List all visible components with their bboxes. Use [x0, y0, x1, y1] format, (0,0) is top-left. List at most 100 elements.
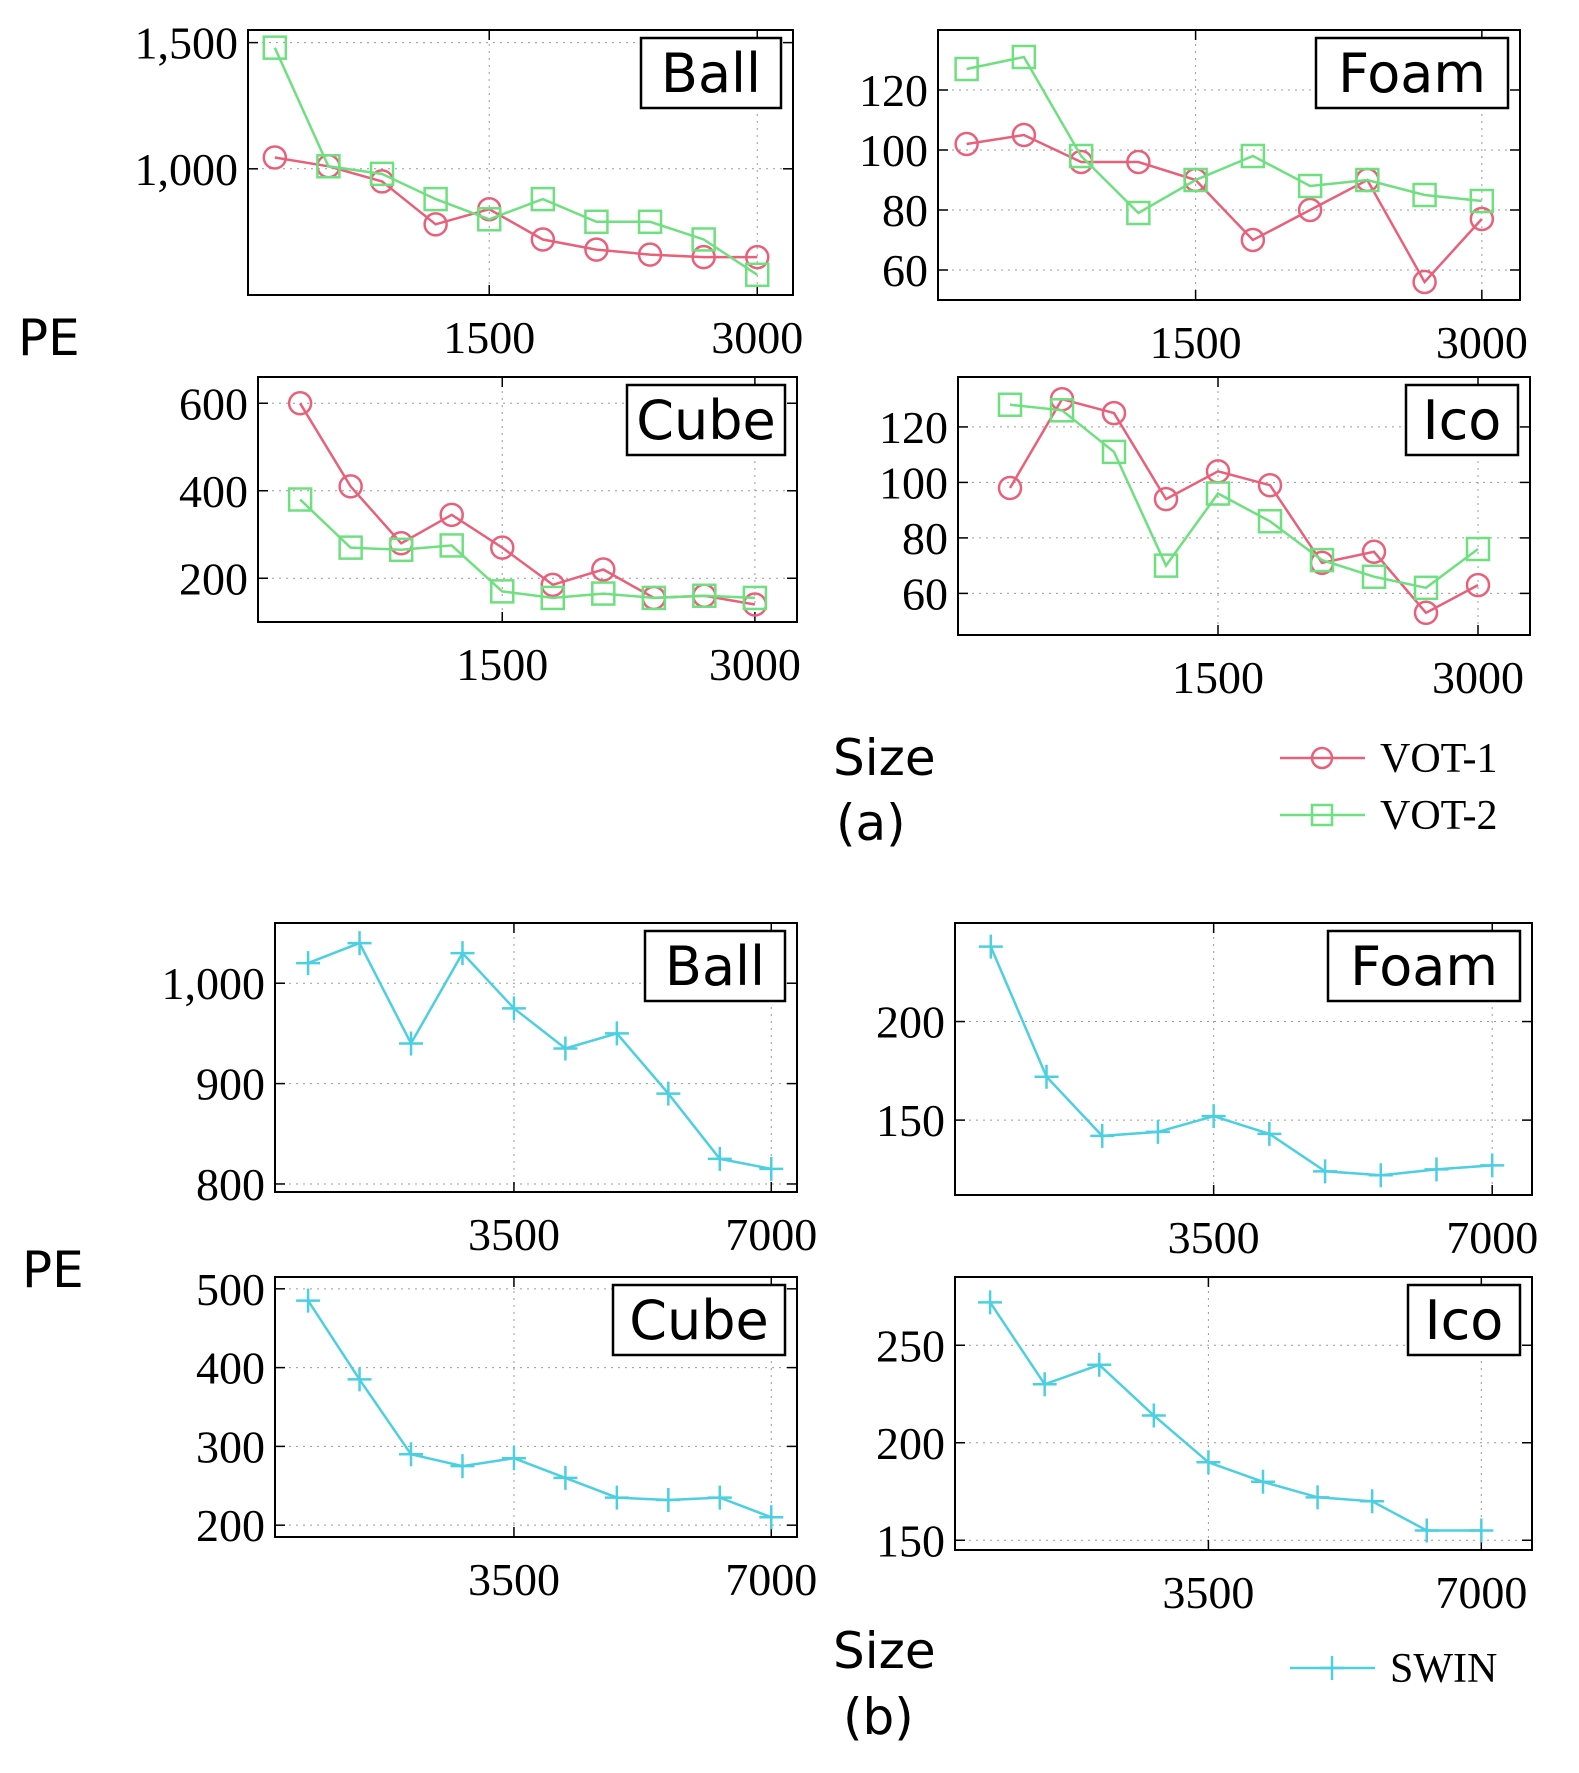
panel-a-ball-title-box [639, 36, 783, 110]
panel-a-cube-series-vot-1-point-1 [338, 474, 363, 499]
panel-a-ico-ytick-label-0: 60 [902, 568, 948, 619]
panel-b-ico-series-swin-point-1 [1032, 1372, 1057, 1397]
panel-a-cube-xtick-label-1: 3000 [709, 639, 801, 690]
panel-b-foam-axes-frame [954, 922, 1533, 1196]
panel-b-ico-series-swin-point-8 [1414, 1518, 1439, 1543]
panel-a-ball-xtick-label-1: 3000 [711, 312, 803, 363]
panel-a-ico-series-vot-2-line [1009, 403, 1479, 590]
panel-a-foam-series-vot-2-point-8 [1412, 182, 1437, 208]
panel-a-foam-series-vot-1-point-0 [954, 131, 979, 157]
panel-b-foam-series-swin-point-4 [1201, 1104, 1226, 1129]
panel-b-ball-xtick-label-1: 7000 [725, 1209, 817, 1260]
panel-a-ball-xtick-label-0: 1500 [443, 312, 535, 363]
y-axis-label-a: PE [18, 309, 80, 367]
panel-a-ico-series-vot-2-point-5 [1257, 509, 1283, 534]
panel-a-ico-axes-frame [957, 376, 1531, 636]
panel-a-foam-series-vot-2-point-7 [1355, 167, 1380, 193]
panel-a-cube-series-vot-2-line [299, 498, 755, 600]
panel-a-ico-series-vot-1-point-9 [1465, 572, 1491, 598]
panel-a-ico-series-vot-1-point-5 [1257, 472, 1283, 498]
panel-b-cube-series-swin-point-5 [553, 1465, 578, 1490]
panel-a-ball-series-vot-1-point-0 [262, 145, 288, 170]
panel-b-cube-series-swin-point-1 [347, 1367, 372, 1392]
panel-a-ball-ytick-label-1: 1,500 [135, 18, 239, 69]
panel-a-cube-series-vot-2-point-2 [388, 537, 414, 563]
panel-a-ico-series-vot-1-point-0 [997, 475, 1023, 501]
panel-a-foam-ytick-label-1: 80 [882, 185, 928, 236]
panel-a-foam-series-vot-2-point-5 [1240, 143, 1266, 169]
panel-b-ico-series-swin-point-9 [1469, 1518, 1494, 1543]
panel-b-ico-axes-frame [954, 1276, 1533, 1551]
panel-b-ico-series-swin-line [989, 1301, 1482, 1532]
panel-a-foam-xtick-label-1: 3000 [1436, 317, 1528, 368]
panel-a-cube-series-vot-1-point-6 [591, 557, 616, 582]
panel-b-cube-series-swin-point-6 [604, 1485, 629, 1510]
panel-a-foam-series-vot-1-point-1 [1011, 122, 1037, 148]
panel-a-ico-series-vot-2-point-6 [1309, 547, 1335, 573]
panel-a-cube-series-vot-2-point-5 [540, 585, 566, 611]
panel-a-ball: 1500 3000 1,000 1,500 Ball [135, 18, 804, 363]
panel-a-ico-ytick-label-3: 120 [879, 402, 948, 453]
y-axis-label-b: PE [22, 1241, 84, 1299]
panel-b-ico-xtick-label-1: 7000 [1435, 1567, 1527, 1618]
panel-a-foam-ytick-label-3: 120 [859, 65, 928, 116]
panel-b-ico-series-swin-point-7 [1360, 1489, 1385, 1514]
panel-a-foam: 1500 3000 60 80 100 120 Foam [859, 29, 1528, 368]
panel-b-ico-ytick-label-1: 200 [876, 1418, 945, 1469]
panel-b-foam-title-box [1326, 929, 1522, 1003]
x-axis-label-b: Size [833, 1622, 936, 1680]
panel-a-ico-series-vot-1-point-3 [1153, 486, 1179, 512]
panel-b-cube-xtick-label-1: 7000 [725, 1554, 817, 1605]
panel-b-foam-series-swin-point-7 [1368, 1163, 1393, 1188]
panel-b-cube-series-swin-point-0 [296, 1288, 321, 1313]
panel-a-cube-series-vot-2-point-1 [338, 535, 363, 560]
panel-a-cube-ytick-label-2: 600 [179, 378, 248, 429]
panel-b-ball-title-box [643, 929, 787, 1003]
panel-a-ball-series-vot-2-point-3 [423, 186, 448, 212]
legend-label-vot2: VOT-2 [1380, 793, 1497, 839]
panel-b-ball-series-swin-point-7 [656, 1081, 681, 1106]
legend-label-vot1: VOT-1 [1380, 736, 1497, 782]
panel-a-cube-axes-frame [257, 376, 798, 623]
panel-b-foam-series-swin-line [989, 946, 1493, 1177]
panel-b-ico-xtick-label-0: 3500 [1162, 1567, 1254, 1618]
x-axis-label-a: Size [833, 729, 936, 787]
panel-a-foam-title: Foam [1338, 42, 1486, 105]
panel-b-foam-ytick-label-0: 150 [876, 1095, 945, 1146]
panel-a-cube-series-vot-2-point-3 [439, 533, 464, 558]
panel-a-foam-series-vot-2-point-4 [1183, 167, 1208, 193]
panel-a-ball-series-vot-1-point-9 [745, 244, 770, 270]
legend-marker-vot1 [1310, 746, 1334, 770]
legend-marker-vot2 [1310, 803, 1334, 827]
panel-b-foam-ytick-label-1: 200 [876, 997, 945, 1048]
panel-a-foam-title-box [1314, 36, 1510, 110]
panel-a-foam-series-vot-1-point-8 [1412, 269, 1437, 295]
panel-a-ico-xtick-label-1: 3000 [1432, 652, 1524, 703]
panel-a-cube-series-vot-1-point-4 [489, 535, 515, 560]
panel-a-foam-ytick-label-0: 60 [882, 245, 928, 296]
panel-b-foam-series-swin-point-8 [1424, 1157, 1449, 1182]
panel-b-foam-series-swin-point-0 [978, 934, 1003, 959]
panel-b-cube-series-swin-point-7 [656, 1487, 681, 1512]
panel-b-ico-series-swin-point-5 [1250, 1469, 1275, 1494]
panel-b-cube-ytick-label-1: 300 [196, 1421, 265, 1472]
panel-a-ico-ytick-label-1: 80 [902, 513, 948, 564]
legend-b: SWIN [1290, 1646, 1497, 1692]
panel-a-foam-xtick-label-0: 1500 [1150, 317, 1242, 368]
panel-b-cube-ytick-label-3: 500 [196, 1264, 265, 1315]
legend-label-swin: SWIN [1390, 1646, 1497, 1692]
panel-a-cube-series-vot-1-point-0 [287, 391, 313, 416]
panel-b-ball-axes-frame [274, 922, 798, 1193]
panel-b-cube-series-swin-point-9 [759, 1505, 784, 1530]
panel-b-ball-series-swin-point-2 [399, 1031, 424, 1056]
panel-b-foam-series-swin-point-5 [1257, 1121, 1282, 1146]
panel-a-foam-ytick-label-2: 100 [859, 125, 928, 176]
panel-a-foam-series-vot-2-point-6 [1297, 173, 1323, 199]
panel-b-ball-series-swin-line [307, 941, 772, 1171]
panel-a-foam-series-vot-2-point-3 [1126, 200, 1151, 226]
caption-b: (b) [843, 1688, 914, 1746]
panel-b-foam-xtick-label-0: 3500 [1168, 1212, 1260, 1263]
panel-a-ico-series-vot-1-point-7 [1361, 539, 1387, 565]
panel-a-ball-title: Ball [661, 42, 761, 105]
panel-b-ball-ytick-label-0: 800 [196, 1159, 265, 1210]
